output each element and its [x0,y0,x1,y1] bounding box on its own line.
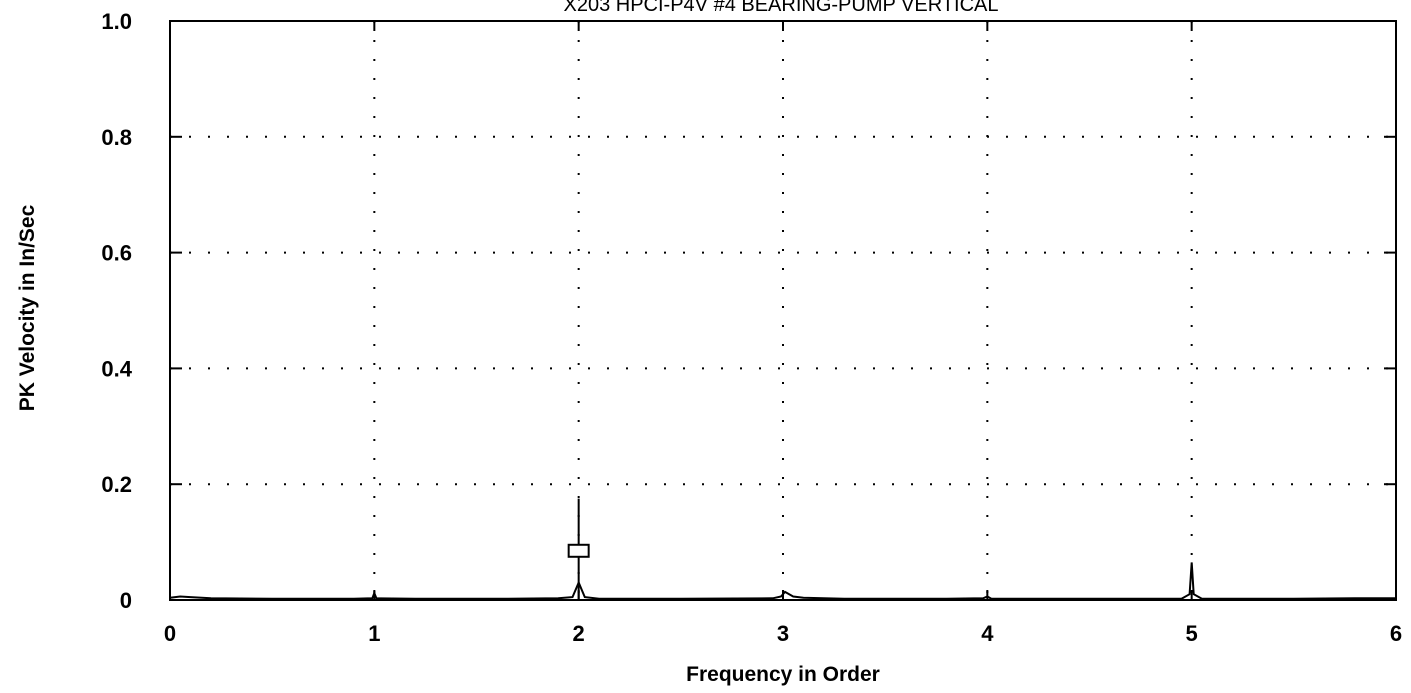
x-tick-label: 2 [573,621,585,646]
y-tick-label: 0 [120,588,132,613]
y-tick-label: 1.0 [101,9,132,34]
x-axis-label: Frequency in Order [686,663,880,686]
cursor-box[interactable] [567,543,590,558]
y-axis-label: PK Velocity in In/Sec [16,204,39,411]
x-tick-label: 6 [1390,621,1402,646]
axis-ticks [170,21,1396,600]
y-tick-label: 0.6 [101,241,132,266]
y-tick-label: 0.4 [101,356,132,381]
cursor-marker[interactable] [567,498,590,600]
x-tick-label: 5 [1186,621,1198,646]
y-tick-label: 0.2 [101,472,132,497]
grid [170,21,1396,600]
chart-title: X203 HPCI-P4V #4 BEARING-PUMP VERTICAL [564,0,999,16]
x-tick-label: 4 [981,621,994,646]
x-tick-label: 0 [164,621,176,646]
x-tick-label: 3 [777,621,789,646]
x-tick-label: 1 [368,621,380,646]
y-tick-label: 0.8 [101,125,132,150]
spectrum-line [169,562,1396,600]
plot-frame [169,20,1397,601]
tick-labels: 0 1 2 3 4 5 6 0 0.2 0.4 0.6 0.8 1.0 [101,9,1402,646]
